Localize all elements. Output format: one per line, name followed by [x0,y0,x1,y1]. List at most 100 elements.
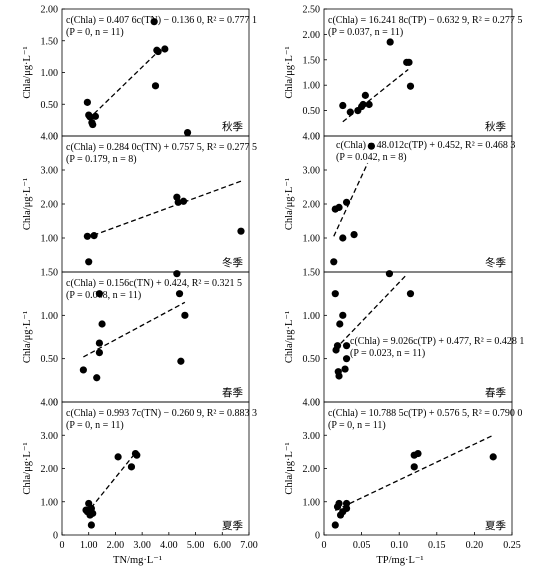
data-point [95,349,103,357]
panel-tp-3: 1.00 2.00 3.00 4.00 Chla/μg·L⁻¹ c(Chla) = 48.… [284,132,515,278]
y-axis-label: Chla/μg·L⁻¹ [284,442,295,494]
y-axis-label: Chla/μg·L⁻¹ [284,46,295,98]
season-label: 秋季 [222,120,243,133]
y-tick-label: 0 [315,132,320,143]
y-tick-label: 3.00 [41,431,59,442]
data-point [85,258,93,266]
regression-line [85,179,244,239]
x-tick-label: 0.15 [428,540,446,551]
regression-equation: c(Chla) = 48.012c(TP) + 0.452, R² = 0.46… [336,140,515,151]
data-point [367,142,375,150]
data-point [98,320,106,328]
data-point [342,355,351,363]
data-point [342,198,351,206]
x-tick-label: 0.10 [390,540,408,551]
regression-equation: (P = 0.023, n = 11) [350,348,425,359]
data-point [175,290,184,298]
regression-equation: c(Chla) = 16.241 8c(TP) − 0.632 9, R² = … [328,15,522,26]
x-axis-label: TP/mg·L⁻¹ [376,555,423,566]
y-axis-label: Chla/μg·L⁻¹ [22,442,33,494]
x-tick-label: 3.00 [133,540,151,551]
panel-tn-6: 01.002.003.004.000 1.00 2.00 3.00 4.00 5.00 6.… [22,398,258,567]
y-tick-label: 1.00 [41,311,59,322]
season-label: 冬季 [485,256,506,269]
data-point [173,270,181,278]
y-axis-label: Chla/μg·L⁻¹ [284,178,295,230]
y-tick-label: 2.50 [303,5,321,16]
regression-equation: (P = 0, n = 11) [328,420,386,431]
y-tick-label: 1.00 [303,234,321,245]
x-tick-label: 0 [60,540,65,551]
data-point [87,521,95,529]
y-tick-label: 2.00 [41,5,59,16]
data-point [339,101,347,110]
y-tick-label: 2.00 [41,200,59,211]
data-point [86,113,94,121]
data-point [161,45,169,53]
data-point [114,453,122,461]
regression-equation: (P = 0.179, n = 8) [66,154,137,165]
panel-tp-7: 01.002.003.004.000 0.05 0.10 0.15 0.20 0.25TP… [284,398,522,567]
y-axis-label: Chla/μg·L⁻¹ [22,46,33,98]
data-point [90,232,98,240]
data-point [89,120,97,129]
y-tick-label: 0 [53,132,58,143]
y-tick-label: 3.00 [41,166,59,177]
data-point [342,342,351,350]
data-point [335,499,343,508]
data-point [181,311,189,319]
y-tick-label: 0.50 [41,100,59,111]
data-point [361,91,369,99]
y-axis-label: Chla/μg·L⁻¹ [284,311,295,363]
y-tick-label: 0.50 [303,354,321,365]
regression-line [334,274,408,350]
data-point [93,374,101,382]
data-point [406,290,415,298]
data-point [91,112,99,120]
x-tick-label: 0.25 [503,540,521,551]
data-point [359,100,367,109]
y-tick-label: 4.00 [41,132,59,143]
x-tick-label: 0.05 [353,540,371,551]
season-label: 春季 [222,387,243,399]
x-tick-label: 2.00 [107,540,125,551]
regression-equation: c(Chla) = 0.156c(TN) + 0.424, R² = 0.321… [66,278,242,289]
y-tick-label: 0.50 [303,106,321,117]
data-point [339,311,347,319]
y-tick-label: 4.00 [303,398,321,409]
y-tick-label: 0 [315,398,320,409]
y-tick-label: 0 [53,398,58,409]
data-point [174,198,182,206]
x-axis-label: TN/mg·L⁻¹ [113,555,162,566]
regression-equation: (P = 0, n = 11) [66,27,124,38]
data-point [350,231,358,239]
x-tick-label: 4.00 [160,540,178,551]
regression-equation: c(Chla) = 0.407 6c(TN) − 0.136 0, R² = 0… [66,15,257,26]
data-point [133,451,141,459]
y-tick-label: 1.50 [41,36,59,47]
regression-line [85,450,138,515]
y-tick-label: 1.00 [303,81,321,92]
y-tick-label: 1.00 [41,234,59,245]
season-label: 夏季 [485,520,506,532]
panel-tn-2: 1.00 2.00 3.00 4.00 Chla/μg·L⁻¹ c(Chla) = 0.2… [22,129,257,278]
y-tick-label: 3.00 [303,431,321,442]
x-tick-label: 5.00 [187,540,205,551]
panel-tn-0: 0 0.50 1.00 1.50 2.00 Chla/μg·L⁻¹ c(Chla) = 0.… [22,5,257,143]
data-point [95,339,103,347]
y-tick-label: 1.50 [41,268,59,279]
data-point [83,98,91,106]
regression-equation: (P = 0, n = 11) [66,420,124,431]
y-axis-label: Chla/μg·L⁻¹ [22,178,33,230]
y-tick-label: 0 [53,531,58,542]
x-tick-label: 1.00 [80,540,98,551]
data-point [237,227,245,235]
data-point [365,100,373,109]
season-label: 春季 [485,387,506,399]
data-point [179,197,188,205]
data-point [386,38,394,46]
data-point [489,453,497,461]
data-point [342,499,351,508]
y-tick-label: 4.00 [303,132,321,143]
